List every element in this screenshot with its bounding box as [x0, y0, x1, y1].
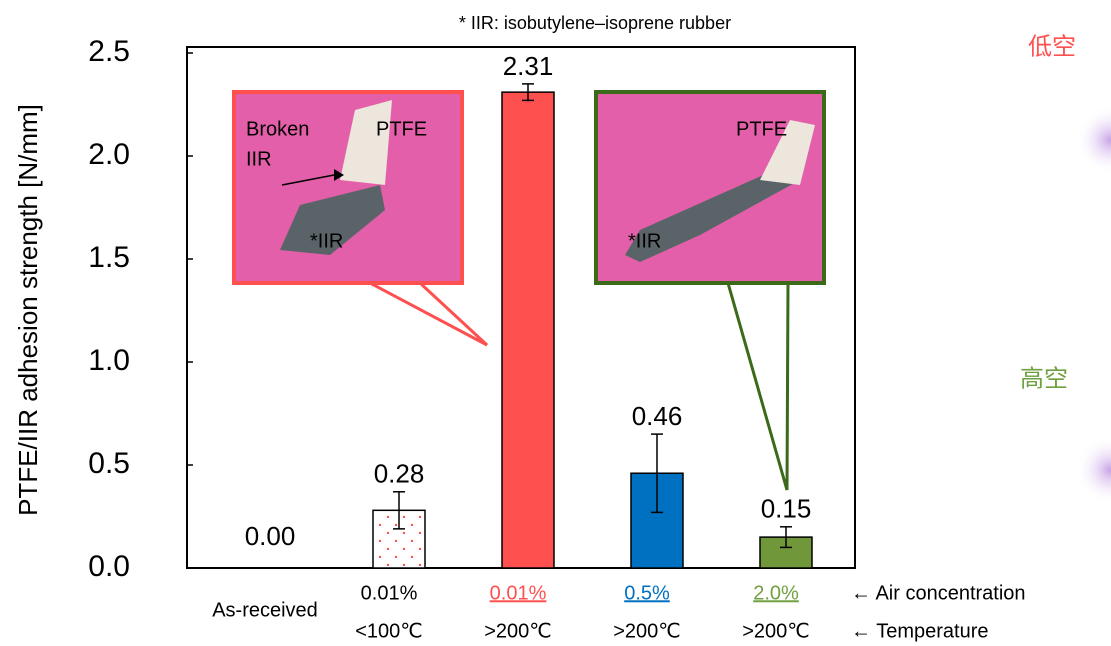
x-tick-label: As-received — [212, 599, 318, 621]
inset-label: PTFE — [736, 118, 787, 140]
inset-photo — [594, 90, 826, 491]
y-tick-label: 2.5 — [88, 35, 130, 68]
side-label: 高空 — [1020, 365, 1068, 392]
row-label: ← Air concentration — [851, 582, 1026, 604]
value-label: 0.00 — [245, 521, 296, 551]
row-label: ← Temperature — [851, 620, 988, 642]
pointer-arrow — [334, 169, 344, 181]
x-tick-label: 0.01% — [361, 582, 418, 604]
pointer-line — [281, 174, 335, 186]
inset-label: PTFE — [376, 118, 427, 140]
inset-label: *IIR — [310, 230, 343, 252]
y-tick-label: 0.0 — [88, 550, 130, 583]
x-tick-label: 0.5% — [624, 582, 670, 604]
y-axis-label: PTFE/IIR adhesion strength [N/mm] — [13, 104, 43, 516]
y-tick-label: 1.5 — [88, 241, 130, 274]
value-label: 0.15 — [761, 494, 812, 524]
side-label: 低空 — [1028, 33, 1076, 60]
value-label: 0.28 — [374, 459, 425, 489]
inset-label: *IIR — [628, 230, 661, 252]
x-tick-label: >200℃ — [613, 620, 681, 642]
y-tick-label: 0.5 — [88, 447, 130, 480]
bar — [501, 91, 555, 569]
side-blob — [1076, 436, 1111, 504]
x-tick-label: >200℃ — [484, 620, 552, 642]
inset-photo — [232, 90, 489, 347]
y-tick-label: 2.0 — [88, 138, 130, 171]
chart-title: * IIR: isobutylene–isoprene rubber — [459, 13, 731, 33]
side-blob — [1076, 106, 1111, 174]
value-label: 0.46 — [632, 401, 683, 431]
x-tick-label: 2.0% — [753, 582, 799, 604]
x-tick-label: >200℃ — [742, 620, 810, 642]
value-label: 2.31 — [503, 51, 554, 81]
x-tick-label: <100℃ — [355, 620, 423, 642]
inset-label: Broken — [246, 118, 309, 140]
inset-label: IIR — [246, 148, 272, 170]
x-tick-label: 0.01% — [490, 582, 547, 604]
y-tick-label: 1.0 — [88, 344, 130, 377]
